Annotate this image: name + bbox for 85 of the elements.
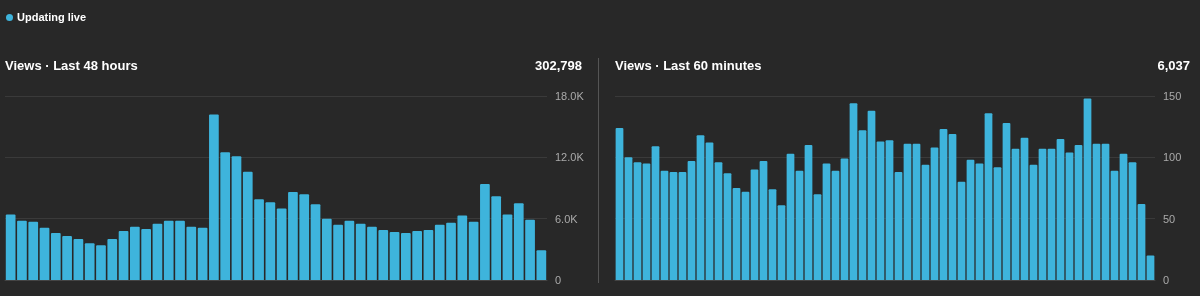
bar <box>1101 143 1110 280</box>
bar <box>231 156 242 280</box>
bar <box>714 162 723 280</box>
bar <box>1047 148 1056 280</box>
bar <box>858 130 867 280</box>
bar <box>1119 153 1128 280</box>
bar <box>1092 143 1101 280</box>
bar <box>197 227 208 280</box>
bar <box>669 172 678 280</box>
bar <box>633 162 642 280</box>
bar <box>876 141 885 280</box>
bar <box>885 140 894 280</box>
bar <box>1020 137 1029 280</box>
bar <box>831 170 840 280</box>
bar <box>786 153 795 280</box>
bar <box>1038 148 1047 280</box>
bar <box>1137 203 1146 280</box>
bar <box>1002 122 1011 280</box>
bar <box>984 113 993 280</box>
y-tick-label: 18.0K <box>555 90 585 102</box>
y-tick-label: 6.0K <box>555 212 579 225</box>
bar <box>849 103 858 280</box>
bar <box>732 188 741 280</box>
bar <box>1128 162 1137 280</box>
y-tick-label: 150 <box>1163 90 1182 102</box>
bar <box>795 170 804 280</box>
chart-title: Views · Last 48 hours <box>5 58 138 73</box>
chart-subtitle: 6,037 <box>1157 58 1190 73</box>
bar <box>1065 152 1074 280</box>
bar <box>468 221 479 280</box>
y-tick-label: 100 <box>1163 151 1182 164</box>
bar <box>921 164 930 280</box>
bar <box>1146 255 1155 280</box>
bar <box>948 134 957 280</box>
y-tick-label: 0 <box>1163 274 1170 286</box>
bar <box>651 146 660 280</box>
bar <box>723 173 732 280</box>
bar <box>389 231 400 280</box>
bar <box>813 194 822 280</box>
bar <box>993 167 1002 280</box>
text: Updating live <box>17 11 87 23</box>
bar <box>624 157 633 280</box>
bar <box>939 129 948 280</box>
bar <box>310 204 321 280</box>
chart-subtitle: 302,798 <box>535 58 582 73</box>
bar <box>759 161 768 280</box>
bar <box>502 214 513 280</box>
bar <box>903 143 912 280</box>
y-tick-label: 50 <box>1163 212 1176 225</box>
bar <box>1074 145 1083 280</box>
bar <box>705 142 714 280</box>
bar <box>975 163 984 280</box>
bar <box>894 172 903 280</box>
y-tick-label: 0 <box>555 274 562 286</box>
bar <box>867 110 876 280</box>
bar <box>1110 170 1119 280</box>
bar <box>804 145 813 280</box>
bar <box>118 230 129 280</box>
bar <box>660 170 669 280</box>
bar <box>912 143 921 280</box>
bar <box>750 169 759 280</box>
bar <box>696 135 705 280</box>
bar <box>39 227 50 280</box>
bar <box>73 239 84 280</box>
bar <box>344 220 355 280</box>
bar <box>678 172 687 280</box>
bar <box>957 181 966 280</box>
bar <box>768 189 777 280</box>
bar <box>615 127 624 280</box>
bar <box>966 159 975 280</box>
bar <box>930 147 939 280</box>
bar <box>1083 98 1092 280</box>
bar <box>1056 138 1065 280</box>
bar <box>1011 148 1020 280</box>
bar <box>777 205 786 280</box>
bar <box>741 191 750 280</box>
bar <box>1029 164 1038 280</box>
bar <box>687 161 696 280</box>
bar <box>840 158 849 280</box>
bar <box>642 163 651 280</box>
bar <box>822 163 831 280</box>
y-tick-label: 12.0K <box>555 151 585 164</box>
bar <box>152 223 163 280</box>
chart-title: Views · Last 60 minutes <box>615 58 762 73</box>
bar <box>423 229 434 280</box>
